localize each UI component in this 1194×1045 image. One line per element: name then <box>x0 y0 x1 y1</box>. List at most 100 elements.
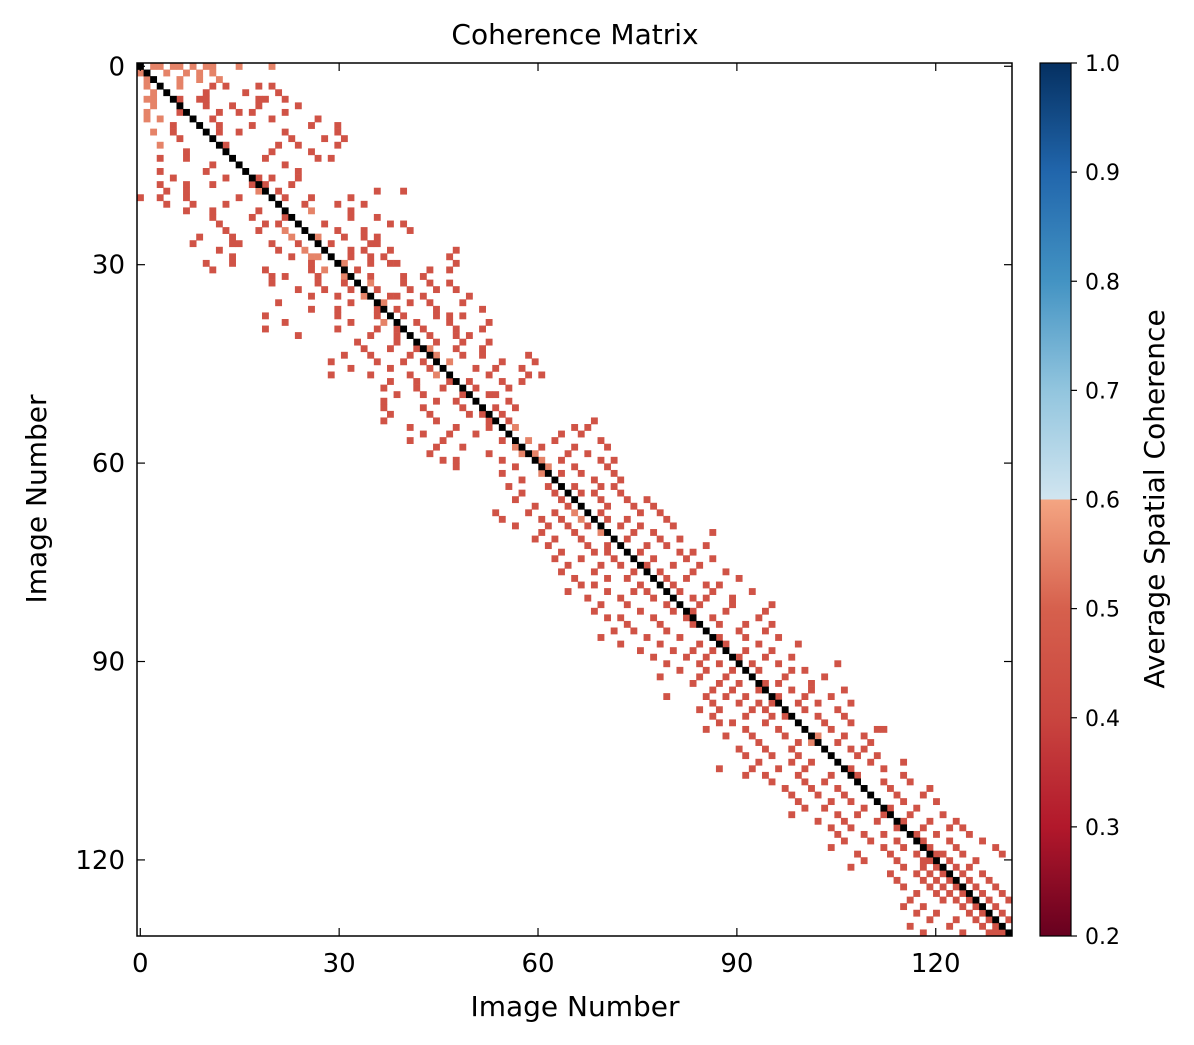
heatmap-cell <box>512 443 519 451</box>
heatmap-cell <box>169 63 177 70</box>
heatmap-cell <box>584 522 592 530</box>
heatmap-cell <box>985 916 993 924</box>
heatmap-cell <box>248 213 256 221</box>
heatmap-cell <box>847 863 855 871</box>
heatmap-cell <box>321 135 329 143</box>
heatmap-cell <box>827 844 835 851</box>
heatmap-cell <box>597 483 605 490</box>
diagonal-cell <box>637 561 644 569</box>
heatmap-cell <box>452 345 460 353</box>
heatmap-cell <box>446 358 454 366</box>
diagonal-cell <box>577 502 585 510</box>
heatmap-cell <box>308 266 315 274</box>
heatmap-cell <box>577 555 585 563</box>
heatmap-cell <box>729 594 736 602</box>
heatmap-cell <box>887 785 894 792</box>
heatmap-cell <box>650 594 658 602</box>
heatmap-cell <box>433 371 440 379</box>
heatmap-cell <box>446 312 454 320</box>
diagonal-cell <box>242 168 250 175</box>
heatmap-cell <box>696 706 704 714</box>
heatmap-cell <box>597 456 605 464</box>
heatmap-cell <box>347 364 355 372</box>
heatmap-cell <box>143 76 151 83</box>
diagonal-cell <box>169 95 177 103</box>
heatmap-cell <box>380 253 388 261</box>
heatmap-cell <box>433 351 440 359</box>
heatmap-cell <box>150 95 158 103</box>
heatmap-cell <box>689 647 697 655</box>
heatmap-cell <box>610 469 618 477</box>
diagonal-cell <box>498 424 506 431</box>
heatmap-cell <box>742 647 750 655</box>
diagonal-cell <box>597 522 605 530</box>
heatmap-cell <box>281 95 289 103</box>
heatmap-cell <box>367 253 375 261</box>
colorbar-tick-label: 0.8 <box>1085 270 1120 295</box>
heatmap-cell <box>887 804 894 812</box>
diagonal-cell <box>972 896 980 904</box>
colorbar-ticks: 0.2 0.3 0.4 0.5 0.6 0.7 0.8 0.9 1.0 <box>1071 52 1120 950</box>
heatmap-cell <box>183 154 190 162</box>
heatmap-cell <box>262 181 269 189</box>
heatmap-cell <box>709 699 717 707</box>
heatmap-cell <box>768 752 776 760</box>
y-tick-label: 120 <box>75 846 125 876</box>
heatmap-cell <box>821 804 829 812</box>
heatmap-cell <box>512 463 519 471</box>
diagonal-cell <box>505 430 513 438</box>
heatmap-cell <box>906 922 914 930</box>
heatmap-cell <box>663 693 671 700</box>
heatmap-cell <box>900 817 908 825</box>
heatmap-cell <box>604 443 611 451</box>
heatmap-cell <box>294 332 302 339</box>
heatmap-cell <box>985 929 993 937</box>
heatmap-cell <box>972 883 980 891</box>
heatmap-cell <box>400 220 408 228</box>
diagonal-cell <box>755 680 763 687</box>
heatmap-cell <box>308 207 315 215</box>
heatmap-cell <box>590 489 598 497</box>
heatmap-cell <box>459 443 467 451</box>
heatmap-cell <box>597 496 605 504</box>
heatmap-cell <box>702 581 710 589</box>
heatmap-cell <box>143 115 151 123</box>
heatmap-cell <box>952 916 960 924</box>
heatmap-cell <box>426 450 434 458</box>
heatmap-cell <box>143 95 151 103</box>
heatmap-cell <box>788 758 796 766</box>
heatmap-cell <box>755 758 763 766</box>
heatmap-cell <box>781 673 789 681</box>
heatmap-cell <box>202 259 210 267</box>
heatmap-cell <box>387 345 394 353</box>
heatmap-cell <box>722 607 730 615</box>
heatmap-cell <box>235 108 243 116</box>
heatmap-cell <box>275 220 283 228</box>
diagonal-cell <box>808 732 815 740</box>
heatmap-cell <box>426 266 434 274</box>
heatmap-cell <box>419 430 427 438</box>
heatmap-cell <box>887 850 894 858</box>
heatmap-cell <box>696 673 704 681</box>
heatmap-cell <box>551 489 559 497</box>
heatmap-cell <box>485 417 493 425</box>
heatmap-cell <box>327 240 335 248</box>
heatmap-cell <box>196 69 204 77</box>
heatmap-cell <box>847 798 855 806</box>
heatmap-cell <box>722 693 730 700</box>
heatmap-cell <box>485 450 493 458</box>
heatmap-cell <box>735 680 743 687</box>
heatmap-cell <box>926 785 934 792</box>
y-axis-label: Image Number <box>20 394 53 604</box>
heatmap-cell <box>498 358 506 366</box>
heatmap-cell <box>321 220 329 228</box>
diagonal-cell <box>485 410 493 418</box>
colorbar-tick-label: 0.7 <box>1085 379 1120 404</box>
diagonal-cell <box>702 627 710 635</box>
heatmap-cell <box>558 496 565 504</box>
diagonal-cell <box>571 496 579 504</box>
heatmap-cell <box>840 837 848 845</box>
heatmap-cell <box>965 830 973 838</box>
heatmap-cell <box>952 844 960 851</box>
heatmap-cell <box>755 739 763 746</box>
